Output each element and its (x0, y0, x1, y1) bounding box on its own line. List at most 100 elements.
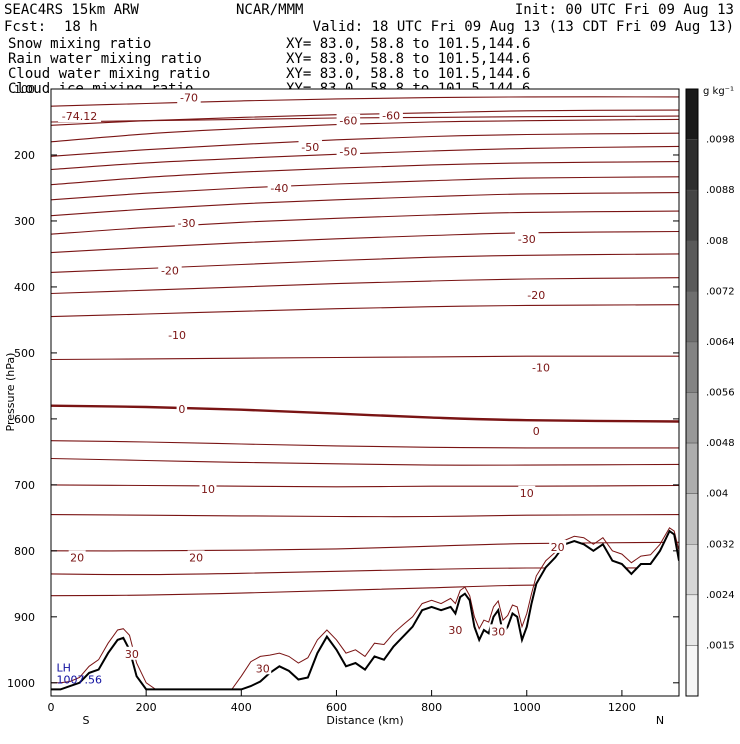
field-xy-snow: XY= 83.0, 58.8 to 101.5,144.6 (286, 36, 530, 52)
colorbar-label: .0015 (706, 640, 735, 651)
colorbar-label: .0072 (706, 286, 735, 297)
contour-label-bg (489, 624, 507, 638)
contour-label-bg (199, 481, 217, 495)
north-end-label: N (656, 714, 664, 727)
terrain-line (51, 529, 679, 691)
field-label-rain: Rain water mixing ratio (8, 51, 202, 67)
contour-label-bg (379, 108, 403, 122)
field-legend: Snow mixing ratio XY= 83.0, 58.8 to 101.… (8, 36, 530, 97)
colorbar-swatch (685, 594, 699, 646)
colorbar-frame (685, 88, 699, 697)
contour-label-bg (549, 539, 567, 553)
isotherm-line (51, 514, 679, 518)
contour-label: 30 (256, 662, 270, 675)
colorbar-label: .0064 (706, 337, 735, 348)
contour-label: 20 (551, 541, 565, 554)
contour-label: -50 (339, 146, 357, 159)
isotherm-line (51, 404, 679, 423)
model-title: SEAC4RS 15km ARW (4, 2, 139, 18)
isotherm-line (51, 176, 679, 201)
colorbar-units: g kg⁻¹ (703, 86, 734, 97)
contour-label-bg (515, 231, 539, 245)
y-tick-label: 800 (14, 545, 35, 558)
colorbar-swatch (685, 645, 699, 697)
isotherm-line (51, 230, 679, 254)
contour-label: -60 (382, 109, 400, 122)
contour-label: -40 (270, 182, 288, 195)
colorbar-swatch (685, 139, 699, 191)
isotherm-line (51, 192, 679, 217)
colorbar-label: .008 (706, 236, 728, 247)
y-axis-label: Pressure (hPa) (4, 353, 17, 432)
contour-label-bg (68, 550, 86, 564)
colorbar-label: .0098 (706, 135, 735, 146)
isotherm-line (51, 541, 679, 552)
field-label-cloud-water: Cloud water mixing ratio (8, 66, 210, 82)
forecast-hour: 18 h (64, 19, 98, 35)
low-marker-value: 1007.56 (57, 673, 103, 686)
contour-label-bg (165, 328, 189, 342)
isotherm-line (51, 210, 679, 235)
contour-label-bg (531, 423, 542, 437)
colorbar-label: .004 (706, 489, 728, 500)
contour-label-bg (123, 646, 141, 660)
plot-frame (50, 88, 680, 697)
contour-label-bg (336, 144, 361, 158)
init-time: Init: 00 UTC Fri 09 Aug 13 (515, 2, 734, 18)
contour-label-bg (446, 623, 464, 637)
contour-label: -10 (168, 329, 186, 342)
x-tick-label: 1200 (608, 701, 636, 714)
isotherm-line (51, 457, 679, 466)
contour-labels: -74.12 -70 -60 -60 -50 -50 -40 -30 -30 -20 -20 -10 -… (58, 90, 567, 675)
colorbar-swatch (685, 544, 699, 596)
isotherm-line (51, 277, 679, 295)
isotherm-line (51, 567, 679, 576)
contour-label: 10 (201, 483, 215, 496)
colorbar-label: .0056 (706, 388, 735, 399)
contour-label-bg (176, 401, 188, 415)
contour-label: -20 (527, 289, 545, 302)
contour-label-bg (524, 287, 549, 301)
contour-label-bg (529, 360, 553, 374)
terrain-mask (51, 531, 679, 696)
x-tick-label: 1000 (513, 701, 541, 714)
colorbar-label: .0048 (706, 438, 735, 449)
plot-area: -74.12 -70 -60 -60 -50 -50 -40 -30 -30 -20 -20 -10 -… (50, 88, 680, 697)
contour-label: -20 (161, 264, 179, 277)
field-xy-rain: XY= 83.0, 58.8 to 101.5,144.6 (286, 51, 530, 67)
contour-label-bg (518, 485, 536, 499)
contour-label-bg (177, 90, 201, 104)
colorbar-swatch (685, 291, 699, 343)
forecast-label: Fcst: (4, 19, 46, 35)
colorbar-label: .0088 (706, 185, 735, 196)
isotherm-contours (51, 96, 679, 597)
y-tick-label: 400 (14, 281, 35, 294)
contour-label: 30 (448, 624, 462, 637)
colorbar-swatch (685, 341, 699, 393)
y-tick-label: 300 (14, 215, 35, 228)
contour-label: -70 (180, 92, 198, 105)
org-title: NCAR/MMM (236, 2, 303, 18)
x-tick-label: 600 (326, 701, 347, 714)
y-tick-label: 600 (14, 413, 35, 426)
field-xy-cloud-water: XY= 83.0, 58.8 to 101.5,144.6 (286, 66, 530, 82)
isotherm-line (51, 484, 679, 488)
contour-label: 30 (125, 648, 139, 661)
y-tick-label: 100 (14, 83, 35, 96)
contour-label: 0 (533, 425, 540, 438)
terrain-profile (51, 527, 679, 696)
isotherm-line (51, 161, 679, 186)
contour-label: 30 (491, 625, 505, 638)
y-tick-label: 1000 (7, 677, 35, 690)
x-axis-label: Distance (km) (326, 714, 403, 727)
contour-label-bg (158, 263, 182, 277)
contour-label: 20 (70, 551, 84, 564)
isotherm-line (51, 96, 679, 107)
contour-label: -74.12 (62, 110, 97, 123)
isotherm-line (51, 355, 679, 361)
contour-label: -30 (518, 233, 536, 246)
contour-label-bg (298, 140, 323, 154)
